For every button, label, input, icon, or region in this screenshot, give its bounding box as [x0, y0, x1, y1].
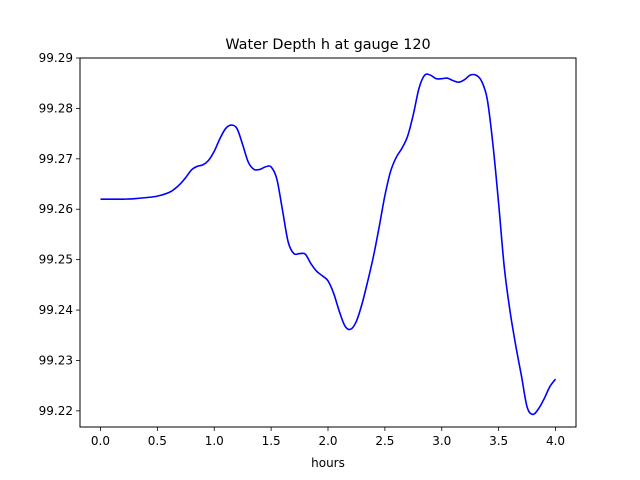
y-tick-label: 99.23 — [39, 353, 73, 367]
x-tick-label: 0.0 — [91, 434, 110, 448]
y-tick-label: 99.29 — [39, 51, 73, 65]
x-tick-label: 4.0 — [546, 434, 565, 448]
x-tick-label: 1.5 — [262, 434, 281, 448]
y-tick-label: 99.22 — [39, 404, 73, 418]
x-axis: 0.0 0.5 1.0 1.5 2.0 2.5 3.0 3.5 4.0 — [91, 427, 565, 448]
series-layer — [100, 73, 557, 416]
y-axis: 99.22 99.23 99.24 99.25 99.26 99.27 99.28 99.29 — [39, 51, 80, 418]
y-tick-label: 99.25 — [39, 253, 73, 267]
x-tick-label: 1.0 — [205, 434, 224, 448]
y-tick-label: 99.26 — [39, 202, 73, 216]
x-axis-label: hours — [311, 456, 345, 470]
chart-title: Water Depth h at gauge 120 — [225, 37, 430, 53]
x-tick-label: 2.0 — [318, 434, 337, 448]
y-tick-label: 99.24 — [39, 303, 73, 317]
x-tick-label: 3.0 — [432, 434, 451, 448]
y-tick-label: 99.27 — [39, 152, 73, 166]
x-tick-label: 3.5 — [489, 434, 508, 448]
y-tick-label: 99.28 — [39, 101, 73, 115]
series-line-0 — [100, 73, 557, 416]
x-tick-label: 2.5 — [375, 434, 394, 448]
x-tick-label: 0.5 — [148, 434, 167, 448]
